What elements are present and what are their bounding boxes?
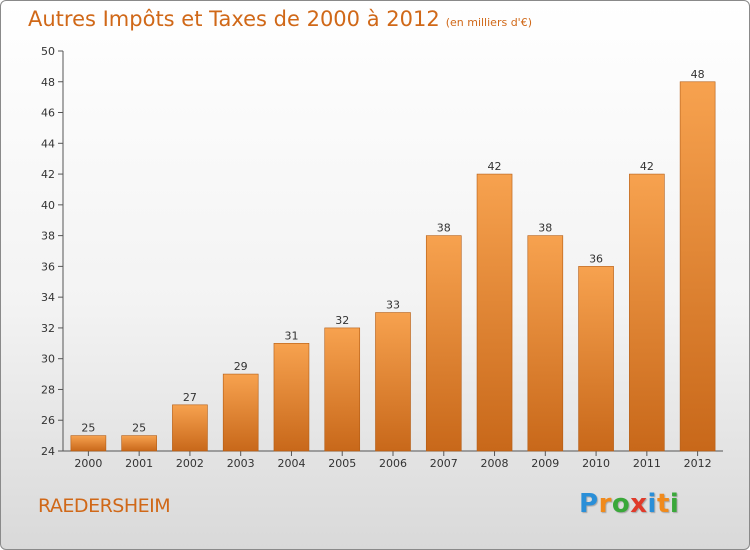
logo-letter: x <box>630 489 648 519</box>
data-label: 42 <box>640 160 654 173</box>
data-label: 32 <box>335 314 349 327</box>
data-label: 29 <box>234 360 248 373</box>
data-label: 36 <box>589 252 603 265</box>
bar <box>629 173 665 452</box>
bar <box>222 373 259 452</box>
data-label: 48 <box>691 68 705 81</box>
y-tick-label: 34 <box>41 291 55 304</box>
y-tick-label: 26 <box>41 414 55 427</box>
x-tick-label: 2002 <box>176 457 204 470</box>
data-label: 38 <box>437 222 451 235</box>
x-tick-label: 2008 <box>481 457 509 470</box>
y-tick-label: 40 <box>41 199 55 212</box>
logo-letter: i <box>669 489 680 519</box>
y-tick-label: 24 <box>41 445 55 458</box>
y-tick-label: 32 <box>41 322 55 335</box>
data-label: 25 <box>132 422 146 435</box>
bar <box>121 435 157 452</box>
bar <box>172 404 208 452</box>
bar <box>578 266 614 452</box>
x-tick-label: 2005 <box>328 457 356 470</box>
data-labels: 25 25 27 29 31 32 33 38 42 38 36 42 48 <box>81 68 704 435</box>
commune-name: RAEDERSHEIM <box>38 495 171 517</box>
x-tick-label: 2012 <box>684 457 712 470</box>
data-label: 38 <box>538 222 552 235</box>
y-tick-label: 42 <box>41 168 55 181</box>
bar <box>324 327 361 452</box>
x-tick-label: 2010 <box>582 457 610 470</box>
logo-letter: o <box>611 489 631 519</box>
logo-letter: i <box>647 489 657 519</box>
y-tick-label: 44 <box>41 137 55 150</box>
y-tick-label: 48 <box>41 76 55 89</box>
bar <box>273 343 310 452</box>
data-label: 27 <box>183 391 197 404</box>
x-tick-label: 2003 <box>227 457 255 470</box>
logo-letter: t <box>656 489 670 519</box>
x-tick-label: 2001 <box>125 457 153 470</box>
y-tick-label: 36 <box>41 260 55 273</box>
data-label: 42 <box>488 160 502 173</box>
x-tick-label: 2009 <box>531 457 559 470</box>
data-label: 31 <box>284 329 298 342</box>
data-label: 25 <box>81 422 95 435</box>
chart-subtitle: (en milliers d'€) <box>445 16 532 29</box>
y-tick-label: 28 <box>41 383 55 396</box>
x-tick-label: 2004 <box>277 457 305 470</box>
y-tick-label: 50 <box>41 45 55 58</box>
y-tick-label: 30 <box>41 353 55 366</box>
y-tick-label: 38 <box>41 230 55 243</box>
x-tick-label: 2011 <box>633 457 661 470</box>
bar <box>527 235 564 452</box>
axes: 24 26 28 30 32 34 36 38 40 42 44 46 48 50 2000 2001 2002… <box>41 45 723 470</box>
title-text: Autres Impôts et Taxes de 2000 à 2012 <box>28 7 440 31</box>
bar <box>476 173 513 452</box>
x-tick-label: 2007 <box>430 457 458 470</box>
y-tick-label: 46 <box>41 107 55 120</box>
logo-letter: r <box>598 489 612 519</box>
bar <box>375 312 411 452</box>
bar <box>70 435 107 452</box>
x-tick-label: 2006 <box>379 457 407 470</box>
logo-letter: P <box>579 489 599 519</box>
bar <box>679 81 716 452</box>
x-tick-label: 2000 <box>74 457 102 470</box>
chart-title: Autres Impôts et Taxes de 2000 à 2012 (en… <box>28 7 532 31</box>
bar <box>425 235 462 452</box>
proxiti-logo: Proxiti <box>579 489 679 519</box>
bars <box>70 81 716 452</box>
data-label: 33 <box>386 299 400 312</box>
